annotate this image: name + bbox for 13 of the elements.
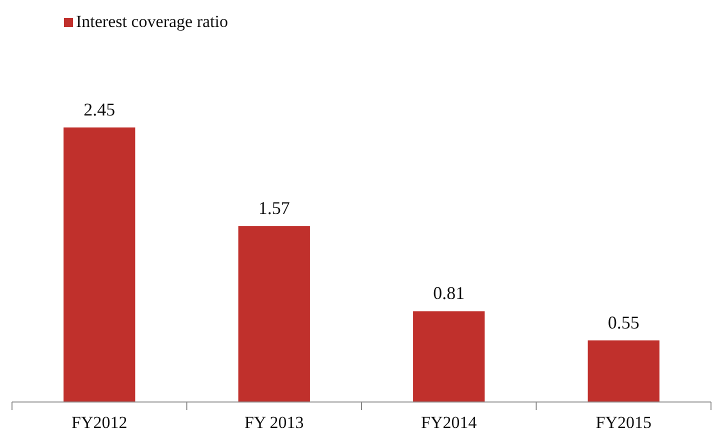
x-tick-label: FY2015 — [596, 413, 652, 432]
x-tick-label: FY2012 — [72, 413, 128, 432]
x-tick-label: FY 2013 — [244, 413, 304, 432]
bar — [413, 311, 485, 402]
data-label: 2.45 — [84, 99, 116, 120]
bar — [64, 127, 136, 402]
data-label: 1.57 — [258, 198, 290, 218]
x-tick-label: FY2014 — [421, 413, 478, 432]
data-label: 0.55 — [608, 312, 640, 332]
bar — [238, 226, 310, 402]
bar — [588, 340, 660, 402]
legend-label: Interest coverage ratio — [76, 12, 228, 31]
data-label: 0.81 — [433, 283, 465, 304]
